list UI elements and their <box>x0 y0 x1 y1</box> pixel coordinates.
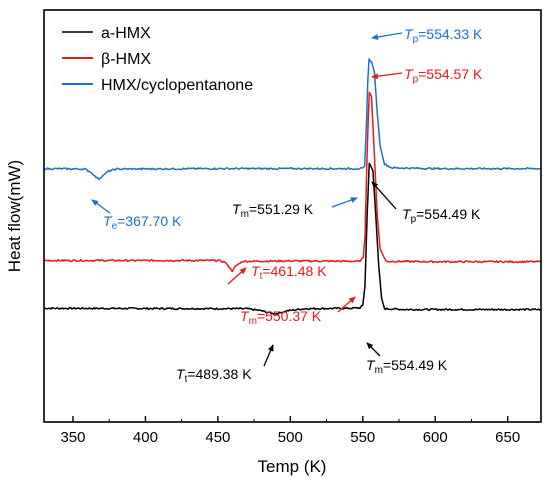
annotation-red-tt: Tt=461.48 K <box>251 263 327 282</box>
x-tick-label-600: 600 <box>423 429 448 446</box>
annotation-black-tm-blue: Tm=551.29 K <box>232 201 314 220</box>
annotation-red-tm: Tm=550.37 K <box>240 308 322 327</box>
arrow-red-tp <box>371 72 403 80</box>
annotations: Tp=554.33 K Tp=554.57 K Te=367.70 K Tm=5… <box>103 26 483 385</box>
x-axis-title: Temp (K) <box>258 457 327 476</box>
x-ticks: 350 400 450 500 550 600 650 <box>60 416 520 446</box>
annotation-arrows <box>91 32 403 367</box>
series-line-hmx-cyclopentanone <box>43 58 542 181</box>
arrow-black-tt <box>263 344 274 367</box>
annotation-black-tp: Tp=554.49 K <box>402 206 481 225</box>
arrow-black-tp <box>371 181 397 210</box>
y-axis-title: Heat flow(mW) <box>5 160 24 272</box>
x-tick-label-450: 450 <box>205 429 230 446</box>
series-layer <box>43 58 542 316</box>
x-tick-label-350: 350 <box>60 429 85 446</box>
x-tick-label-650: 650 <box>495 429 520 446</box>
arrow-black-tm <box>366 342 381 357</box>
legend-label-beta-hmx: β-HMX <box>101 51 151 68</box>
arrow-blue-te <box>91 199 111 214</box>
x-tick-label-550: 550 <box>350 429 375 446</box>
legend-label-a-hmx: a-HMX <box>101 25 151 42</box>
legend-label-hmx-cyclopentanone: HMX/cyclopentanone <box>101 77 253 94</box>
annotation-red-tp: Tp=554.57 K <box>404 66 483 85</box>
annotation-black-tm: Tm=554.49 K <box>366 357 448 376</box>
arrow-red-tt <box>227 267 247 285</box>
plot-frame <box>43 9 542 423</box>
x-tick-label-400: 400 <box>133 429 158 446</box>
annotation-blue-te: Te=367.70 K <box>103 213 182 232</box>
annotation-black-tt: Tt=489.38 K <box>176 366 252 385</box>
arrow-red-tm <box>337 296 356 313</box>
legend: a-HMX β-HMX HMX/cyclopentanone <box>62 25 253 94</box>
x-tick-label-500: 500 <box>278 429 303 446</box>
arrow-blue-tm <box>331 197 358 208</box>
series-line-a-hmx <box>43 162 542 316</box>
arrow-blue-tp <box>371 32 403 40</box>
annotation-blue-tp: Tp=554.33 K <box>404 26 483 45</box>
series-line--hmx <box>43 91 542 273</box>
